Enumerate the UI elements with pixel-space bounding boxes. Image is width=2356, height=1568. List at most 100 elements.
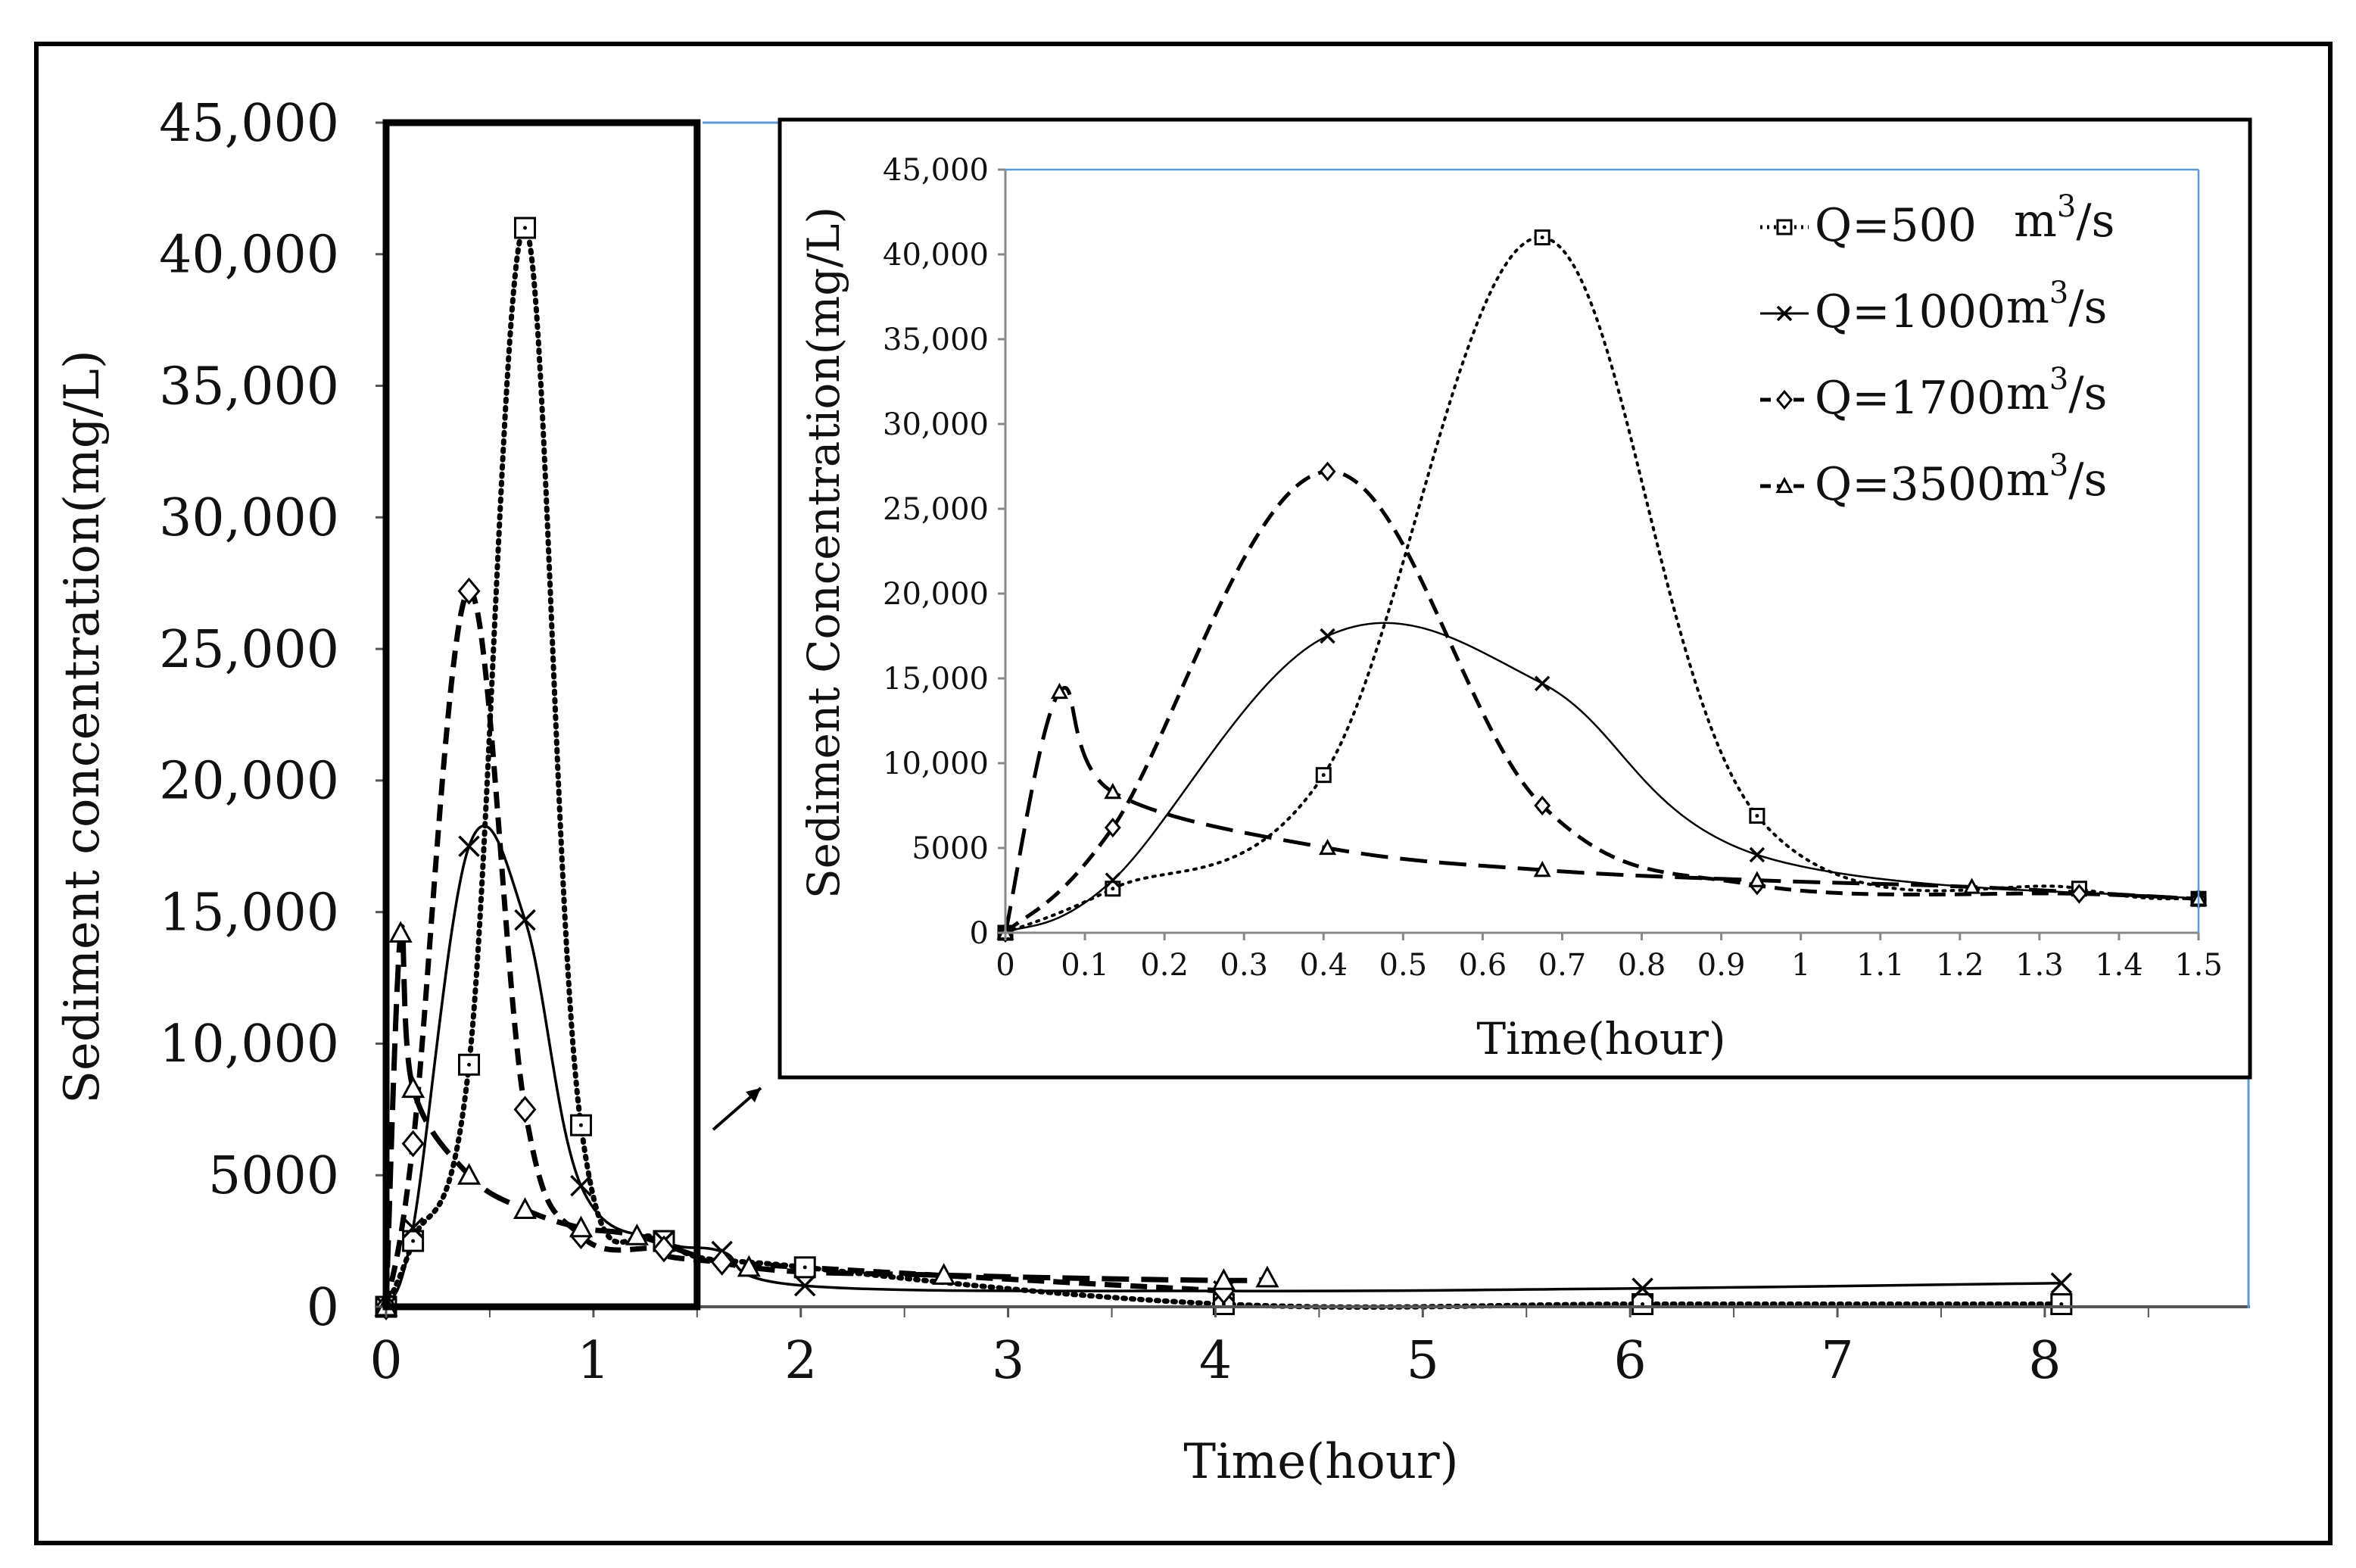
- inset-x-tick-label: 1.4: [2095, 948, 2143, 983]
- main-series-point-2: [401, 1130, 425, 1158]
- legend-unit: m3/s: [2006, 448, 2107, 507]
- legend-label: Q=3500: [1815, 458, 2005, 511]
- inset-series-point-1: [1534, 675, 1550, 691]
- main-x-axis-title: Time(hour): [1183, 1434, 1458, 1490]
- main-y-tick-label: 20,000: [159, 752, 339, 812]
- main-y-tick-label: 30,000: [159, 488, 339, 548]
- inset-series-point-2: [1104, 817, 1121, 838]
- inset-series-point-1: [1320, 628, 1335, 644]
- main-y-tick-label: 10,000: [159, 1015, 339, 1074]
- inset-y-tick-label: 10,000: [883, 747, 989, 781]
- main-series-point-0: [513, 217, 536, 239]
- main-series-point-0: [793, 1256, 816, 1279]
- main-y-tick-label: 5000: [208, 1146, 339, 1206]
- legend-unit: m3/s: [2006, 276, 2107, 334]
- inset-y-tick-label: 5000: [912, 831, 989, 866]
- main-series-point-3: [457, 1163, 481, 1185]
- legend-label: Q=1700: [1815, 372, 2005, 425]
- main-series-point-3: [737, 1255, 761, 1277]
- inset-series-point-3: [1050, 682, 1068, 700]
- inset-x-tick-label: 1: [1791, 948, 1810, 983]
- main-series-point-1: [1631, 1277, 1653, 1299]
- inset-series-point-3: [1319, 838, 1337, 856]
- main-chart: 0 1 2 3 4 5 6 7 8 0 5000 10,000 15,000 20,000 25,000 30…: [55, 94, 2250, 1490]
- main-series-point-1: [402, 1217, 424, 1239]
- main-series-point-2: [513, 1096, 537, 1124]
- main-y-tick-label: 35,000: [159, 357, 339, 416]
- main-tick-labels: 0 1 2 3 4 5 6 7 8 0 5000 10,000 15,000 20,000 25,000 30…: [159, 94, 2061, 1391]
- legend-swatch-marker: [1776, 305, 1793, 322]
- inset-x-tick-label: 0.4: [1299, 948, 1348, 983]
- inset-y-tick-label: 45,000: [883, 153, 989, 188]
- main-x-tick-label: 4: [1199, 1331, 1232, 1391]
- main-series-point-1: [570, 1174, 592, 1197]
- main-series-point-3: [513, 1197, 538, 1219]
- main-series-point-3: [569, 1215, 593, 1238]
- legend-label: Q=500: [1815, 199, 1977, 252]
- inset-series-line-1: [1005, 622, 2199, 934]
- inset-series-point-1: [1105, 872, 1121, 888]
- main-series-point-0: [569, 1114, 592, 1136]
- inset-x-tick-label: 0.5: [1379, 948, 1428, 983]
- inset-series-point-3: [1748, 871, 1766, 887]
- legend-label: Q=1000: [1815, 285, 2005, 338]
- highlight-box: [382, 119, 701, 1311]
- main-series-point-2: [457, 577, 481, 605]
- legend-entry: Q=1700 m3/s: [1760, 362, 2107, 425]
- inset-x-tick-label: 1.1: [1856, 948, 1905, 983]
- legend-unit: m3/s: [2006, 362, 2107, 420]
- main-series-point-3: [388, 921, 413, 943]
- inset-series-point-2: [2071, 884, 2088, 904]
- main-series-point-3: [625, 1224, 649, 1245]
- inset-x-tick-label: 0.3: [1220, 948, 1268, 983]
- main-series-point-0: [2050, 1293, 2073, 1316]
- main-x-tick-label: 1: [577, 1331, 609, 1391]
- inset-series-line-0: [1004, 235, 2200, 934]
- main-series-point-2: [710, 1248, 734, 1276]
- main-series-point-3: [401, 1076, 425, 1099]
- main-x-tick-label: 5: [1407, 1331, 1439, 1391]
- inset-x-tick-label: 0.8: [1618, 948, 1666, 983]
- main-x-tick-label: 8: [2028, 1331, 2061, 1391]
- main-series-point-2: [653, 1235, 675, 1263]
- inset-series-point-3: [1104, 782, 1122, 800]
- inset-x-tick-label: 0.7: [1538, 948, 1587, 983]
- inset-x-tick-label: 0.9: [1697, 948, 1746, 983]
- main-y-tick-label: 45,000: [159, 94, 339, 154]
- main-series-point-3: [932, 1263, 956, 1285]
- main-series-point-1: [458, 835, 480, 858]
- main-x-tick-label: 0: [369, 1331, 402, 1391]
- main-x-tick-label: 6: [1614, 1331, 1647, 1391]
- inset-x-tick-label: 1.5: [2174, 948, 2223, 983]
- inset-series-point-3: [1533, 860, 1551, 878]
- main-series-point-3: [1211, 1268, 1236, 1290]
- inset-frame: [778, 117, 2252, 1080]
- inset-x-axis-title: Time(hour): [1476, 1013, 1725, 1065]
- legend-entry: Q=3500 m3/s: [1760, 448, 2107, 511]
- inset-series-point-2: [1534, 795, 1551, 816]
- inset-x-tick-label: 1.2: [1936, 948, 1984, 983]
- inset-y-tick-label: 40,000: [883, 238, 989, 273]
- main-series-point-1: [514, 909, 536, 931]
- main-y-tick-label: 0: [307, 1278, 339, 1338]
- inset-series-point-0: [1315, 767, 1332, 784]
- inset-chart: 0 0.1 0.2 0.3 0.4 0.5 0.6 0.7 0.8 0.9 1 1.1 1.2 1.3 1.…: [778, 117, 2252, 1080]
- inset-x-tick-label: 0.2: [1140, 948, 1189, 983]
- inset-series-point-3: [1963, 878, 1981, 894]
- main-y-tick-label: 25,000: [159, 620, 339, 680]
- legend-entry: Q=500 m3/s: [1760, 189, 2114, 252]
- inset-y-tick-label: 20,000: [883, 577, 989, 612]
- inset-series-line-2: [1004, 469, 2199, 934]
- inset-x-tick-label: 0.6: [1459, 948, 1507, 983]
- main-x-tick-label: 3: [992, 1331, 1024, 1391]
- legend-swatch-marker: [1776, 389, 1793, 410]
- inset-tick-labels: 0 0.1 0.2 0.3 0.4 0.5 0.6 0.7 0.8 0.9 1 1.1 1.2 1.3 1.…: [883, 153, 2223, 983]
- inset-series-point-1: [1749, 846, 1765, 863]
- inset-axes: [998, 168, 2200, 940]
- main-series-markers: [374, 217, 2073, 1320]
- inset-y-tick-label: 35,000: [883, 323, 989, 357]
- main-x-tick-label: 2: [784, 1331, 817, 1391]
- legend: Q=500 m3/sQ=1000 m3/sQ=1700 m3/sQ=3500 m3/s: [1760, 189, 2114, 511]
- legend-swatch-marker: [1776, 219, 1793, 235]
- inset-y-tick-label: 15,000: [883, 662, 989, 697]
